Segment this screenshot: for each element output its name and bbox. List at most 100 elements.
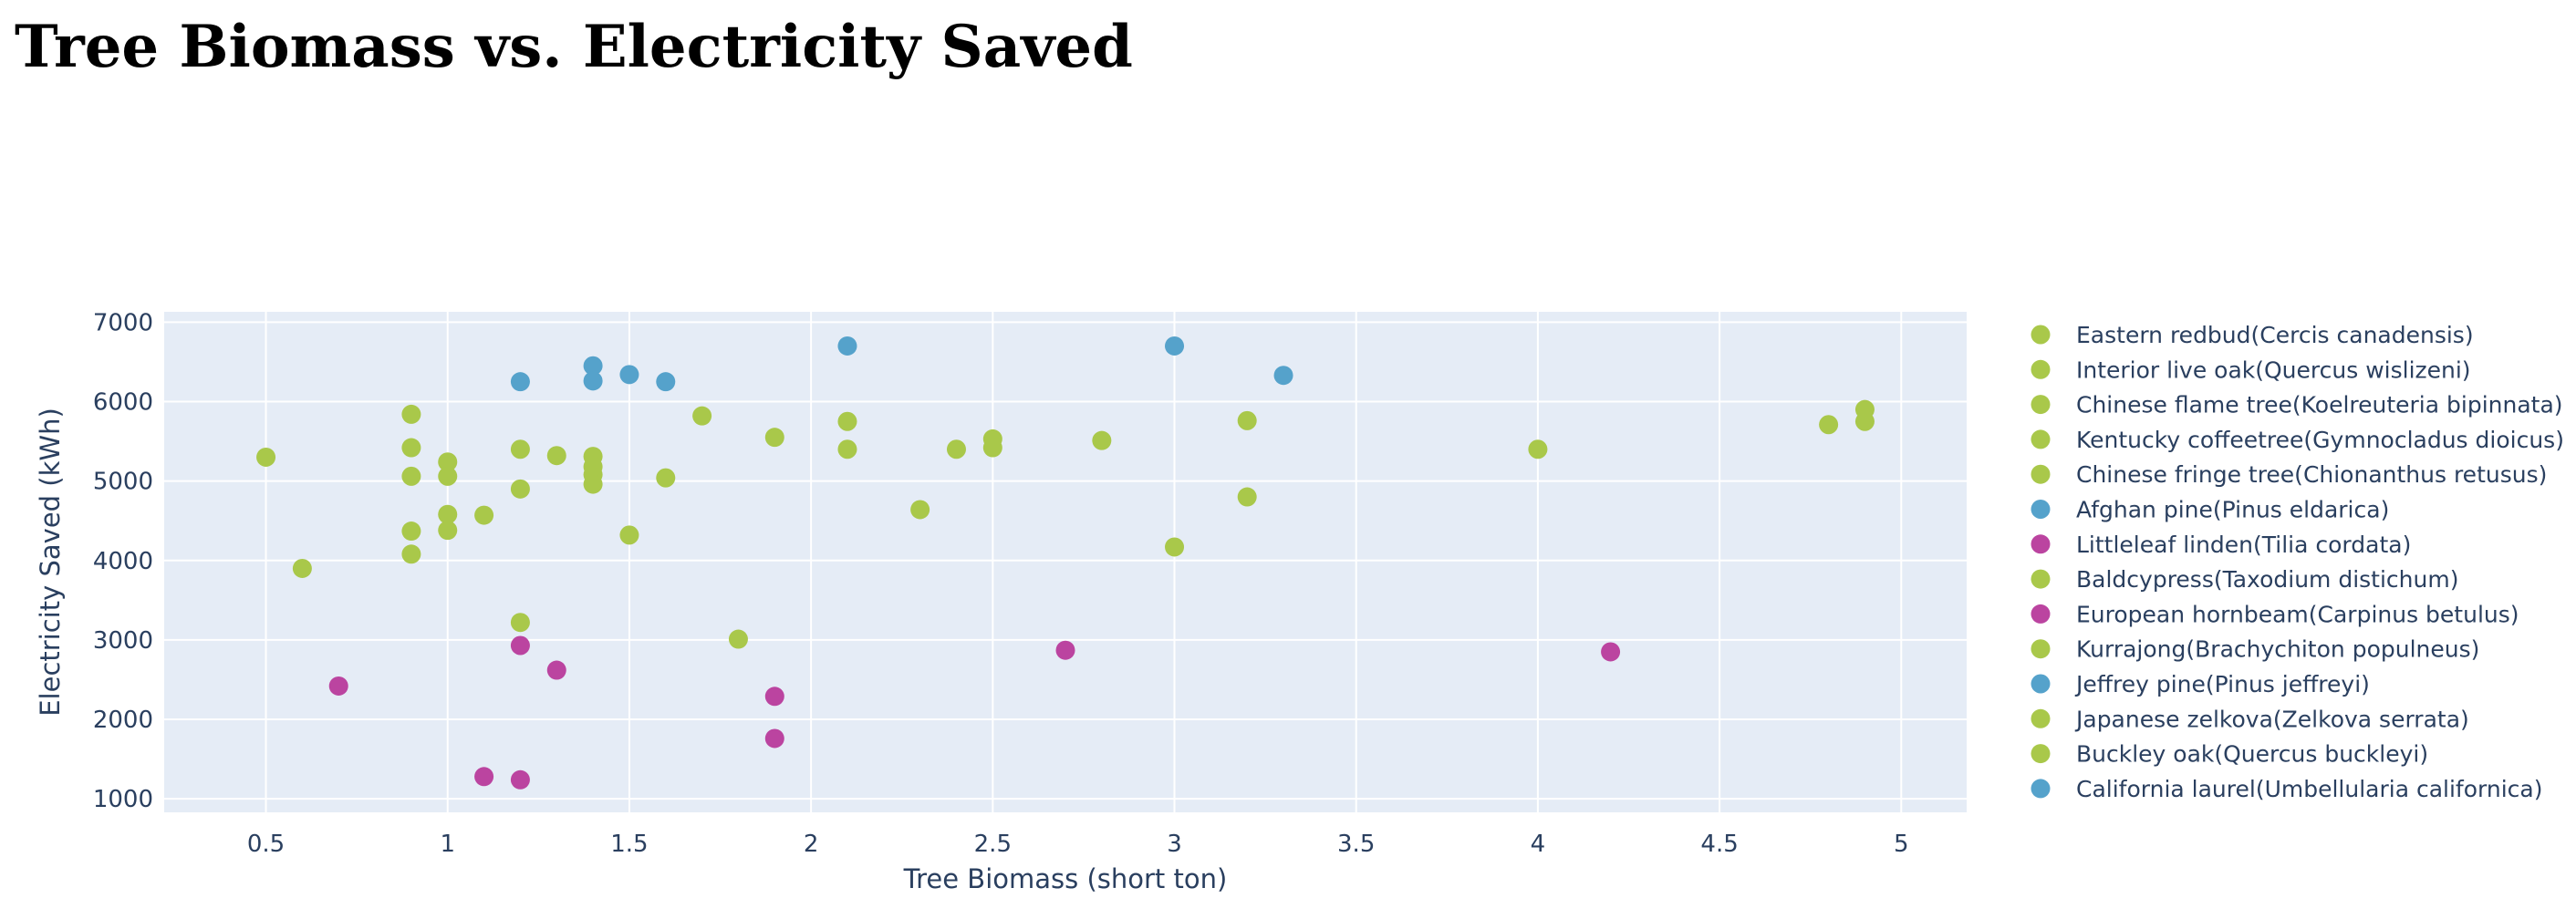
- legend-marker: [2031, 639, 2051, 659]
- x-tick-label: 2.5: [974, 831, 1012, 858]
- x-axis-title: Tree Biomass (short ton): [903, 863, 1228, 894]
- x-tick-label: 4: [1531, 831, 1546, 858]
- data-point: [256, 447, 276, 467]
- data-point: [401, 521, 421, 542]
- legend-marker: [2031, 464, 2051, 484]
- data-point: [982, 438, 1002, 458]
- data-point: [1165, 537, 1185, 557]
- legend-marker: [2031, 604, 2051, 624]
- legend-marker: [2031, 325, 2051, 345]
- y-tick-label: 3000: [93, 627, 153, 655]
- data-point: [438, 466, 458, 486]
- data-point: [1273, 366, 1293, 386]
- data-point: [328, 676, 348, 696]
- x-tick-label: 3: [1167, 831, 1182, 858]
- y-tick-label: 2000: [93, 707, 153, 734]
- data-point: [546, 446, 566, 466]
- data-point: [401, 438, 421, 458]
- data-point: [474, 767, 494, 787]
- data-point: [764, 687, 784, 707]
- legend-marker: [2031, 500, 2051, 519]
- legend-marker: [2031, 534, 2051, 554]
- legend-marker: [2031, 429, 2051, 449]
- data-point: [583, 474, 603, 494]
- y-tick-label: 4000: [93, 548, 153, 575]
- legend-label: Chinese flame tree(Koelreuteria bipinnat…: [2076, 392, 2563, 418]
- data-point: [692, 406, 712, 426]
- x-tick-label: 4.5: [1700, 831, 1738, 858]
- data-point: [510, 635, 530, 656]
- data-point: [728, 629, 748, 649]
- data-point: [510, 769, 530, 790]
- data-point: [1237, 487, 1257, 507]
- data-point: [1165, 336, 1185, 356]
- data-point: [438, 452, 458, 472]
- legend-label: Eastern redbud(Cercis canadensis): [2076, 322, 2474, 348]
- data-point: [837, 336, 857, 356]
- legend-label: Interior live oak(Quercus wislizeni): [2076, 356, 2471, 383]
- data-point: [837, 411, 857, 431]
- data-point: [510, 439, 530, 460]
- legend-label: Japanese zelkova(Zelkova serrata): [2074, 706, 2469, 732]
- data-point: [401, 544, 421, 564]
- data-point: [837, 439, 857, 460]
- legend-label: Jeffrey pine(Pinus jeffreyi): [2074, 671, 2370, 697]
- plot-area: [164, 312, 1967, 812]
- legend-marker: [2031, 359, 2051, 379]
- x-tick-label: 1.5: [610, 831, 648, 858]
- legend-label: European hornbeam(Carpinus betulus): [2076, 601, 2519, 627]
- x-tick-label: 1: [440, 831, 455, 858]
- legend-label: California laurel(Umbellularia californi…: [2076, 776, 2542, 802]
- y-tick-label: 7000: [93, 309, 153, 336]
- x-tick-label: 2: [804, 831, 819, 858]
- y-axis-title: Electricity Saved (kWh): [35, 408, 66, 717]
- data-point: [401, 466, 421, 486]
- legend-marker: [2031, 779, 2051, 799]
- data-point: [1092, 430, 1112, 450]
- y-tick-label: 5000: [93, 469, 153, 496]
- legend-label: Baldcypress(Taxodium distichum): [2076, 566, 2458, 593]
- data-point: [1055, 640, 1075, 660]
- data-point: [546, 660, 566, 680]
- legend-marker: [2031, 674, 2051, 694]
- legend-label: Buckley oak(Quercus buckleyi): [2076, 741, 2428, 768]
- data-point: [619, 365, 639, 385]
- y-tick-label: 1000: [93, 786, 153, 813]
- data-point: [438, 521, 458, 541]
- legend-label: Kurrajong(Brachychiton populneus): [2076, 636, 2479, 663]
- legend-label: Littleleaf linden(Tilia cordata): [2076, 532, 2411, 558]
- legend-marker: [2031, 569, 2051, 589]
- legend-label: Kentucky coffeetree(Gymnocladus dioicus): [2076, 427, 2564, 453]
- data-point: [401, 404, 421, 424]
- data-point: [474, 505, 494, 525]
- data-point: [946, 439, 966, 460]
- data-point: [583, 356, 603, 376]
- data-point: [510, 479, 530, 499]
- data-point: [1819, 415, 1839, 435]
- x-tick-label: 3.5: [1337, 831, 1375, 858]
- legend-marker: [2031, 395, 2051, 415]
- legend-marker: [2031, 708, 2051, 728]
- data-point: [1601, 642, 1621, 662]
- data-point: [764, 728, 784, 749]
- data-point: [619, 525, 639, 545]
- data-point: [510, 613, 530, 633]
- data-point: [764, 428, 784, 448]
- x-tick-label: 0.5: [247, 831, 285, 858]
- data-point: [656, 372, 676, 392]
- data-point: [510, 372, 530, 392]
- data-point: [1237, 410, 1257, 430]
- data-point: [292, 558, 312, 578]
- legend-marker: [2031, 744, 2051, 764]
- legend-label: Chinese fringe tree(Chionanthus retusus): [2076, 461, 2547, 488]
- legend-label: Afghan pine(Pinus eldarica): [2076, 497, 2389, 523]
- y-tick-label: 6000: [93, 388, 153, 416]
- data-point: [1528, 439, 1548, 460]
- data-point: [1854, 411, 1875, 431]
- page-title: Tree Biomass vs. Electricity Saved: [15, 13, 1133, 81]
- data-point: [656, 468, 676, 488]
- data-point: [583, 371, 603, 391]
- data-point: [438, 504, 458, 524]
- data-point: [910, 500, 930, 520]
